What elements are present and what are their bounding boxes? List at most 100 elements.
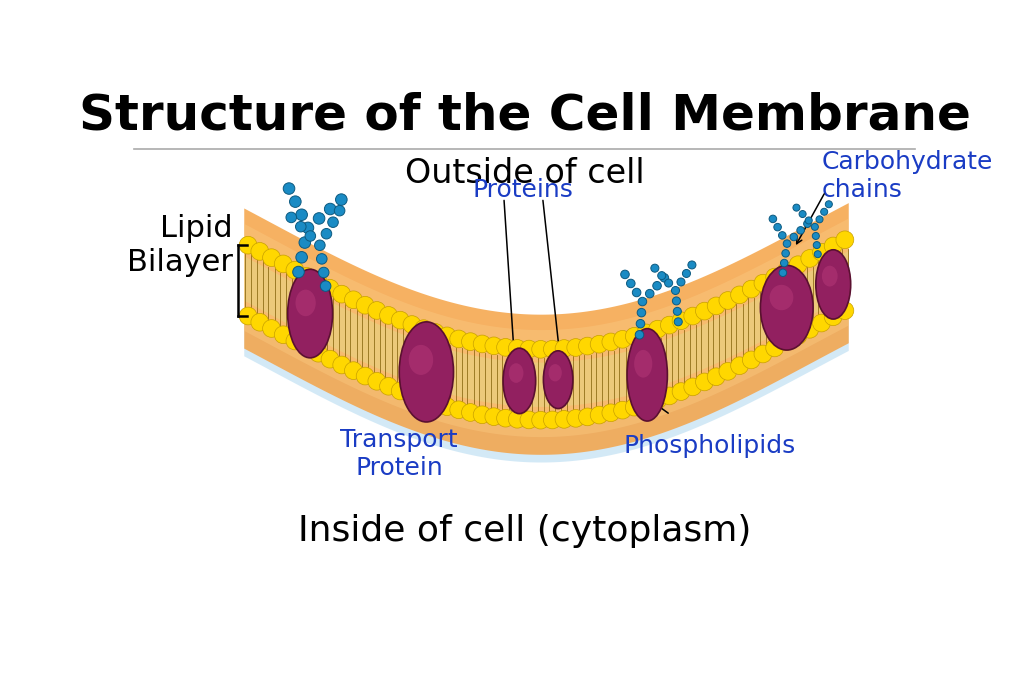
Circle shape	[328, 217, 338, 227]
Circle shape	[286, 261, 304, 279]
Ellipse shape	[549, 364, 562, 382]
Circle shape	[485, 337, 503, 355]
Circle shape	[296, 222, 306, 232]
Circle shape	[426, 395, 444, 412]
Circle shape	[766, 268, 783, 286]
Circle shape	[813, 241, 820, 249]
Circle shape	[626, 327, 643, 345]
Circle shape	[318, 267, 329, 278]
Ellipse shape	[409, 345, 433, 375]
Circle shape	[769, 215, 776, 222]
Circle shape	[783, 240, 791, 247]
Circle shape	[305, 231, 315, 241]
Circle shape	[621, 270, 630, 279]
Ellipse shape	[627, 329, 668, 421]
Circle shape	[344, 291, 362, 308]
Circle shape	[708, 368, 725, 386]
Circle shape	[322, 228, 332, 239]
Circle shape	[673, 297, 680, 305]
Circle shape	[660, 387, 678, 405]
Ellipse shape	[288, 269, 333, 358]
Circle shape	[555, 410, 573, 428]
Circle shape	[778, 232, 786, 239]
Circle shape	[274, 255, 292, 273]
Ellipse shape	[761, 265, 813, 350]
Circle shape	[672, 287, 680, 294]
Ellipse shape	[770, 285, 794, 311]
Circle shape	[780, 259, 788, 267]
Circle shape	[805, 217, 812, 224]
Circle shape	[811, 223, 818, 231]
Circle shape	[415, 391, 432, 408]
Circle shape	[314, 240, 326, 250]
Text: Phospholipids: Phospholipids	[624, 434, 796, 458]
Circle shape	[637, 324, 655, 342]
Circle shape	[793, 204, 800, 211]
Circle shape	[579, 337, 596, 355]
Circle shape	[262, 319, 281, 338]
Circle shape	[602, 404, 620, 422]
Circle shape	[497, 410, 514, 427]
Circle shape	[462, 403, 479, 421]
Circle shape	[695, 302, 714, 320]
Circle shape	[682, 269, 690, 277]
Circle shape	[836, 302, 854, 319]
Circle shape	[688, 261, 696, 269]
Ellipse shape	[399, 322, 454, 422]
Circle shape	[450, 330, 468, 348]
Circle shape	[613, 401, 632, 419]
Circle shape	[779, 269, 786, 277]
Circle shape	[799, 211, 806, 218]
Circle shape	[497, 338, 514, 356]
Circle shape	[322, 351, 339, 368]
Text: Transport
Protein: Transport Protein	[340, 428, 458, 479]
Circle shape	[579, 408, 596, 426]
Circle shape	[531, 412, 550, 429]
Circle shape	[812, 233, 819, 239]
Circle shape	[651, 264, 658, 272]
Circle shape	[333, 285, 350, 303]
Circle shape	[791, 233, 798, 241]
Circle shape	[313, 213, 325, 224]
Circle shape	[333, 356, 350, 374]
Circle shape	[403, 316, 421, 334]
Circle shape	[450, 401, 468, 418]
Circle shape	[657, 272, 666, 279]
Ellipse shape	[296, 290, 315, 316]
Circle shape	[309, 344, 328, 362]
Circle shape	[316, 254, 327, 264]
Circle shape	[520, 411, 538, 428]
Circle shape	[508, 410, 526, 428]
Circle shape	[645, 290, 654, 298]
Text: Carbohydrate
chains: Carbohydrate chains	[821, 150, 993, 202]
Circle shape	[485, 408, 503, 426]
Circle shape	[286, 212, 297, 222]
Circle shape	[380, 378, 397, 395]
Circle shape	[567, 338, 585, 357]
Circle shape	[356, 296, 374, 314]
Circle shape	[797, 226, 805, 234]
Text: Inside of cell (cytoplasm): Inside of cell (cytoplasm)	[298, 514, 752, 548]
Circle shape	[296, 252, 307, 263]
Ellipse shape	[503, 348, 536, 414]
Circle shape	[284, 183, 295, 195]
Text: Proteins: Proteins	[473, 178, 573, 202]
Circle shape	[298, 267, 315, 285]
Circle shape	[742, 351, 760, 369]
Circle shape	[731, 286, 749, 304]
Circle shape	[695, 373, 714, 391]
Circle shape	[438, 398, 456, 416]
Circle shape	[462, 333, 479, 351]
Circle shape	[627, 279, 635, 287]
Circle shape	[473, 335, 492, 353]
Circle shape	[633, 288, 641, 297]
Ellipse shape	[822, 266, 838, 287]
Ellipse shape	[544, 351, 572, 409]
Circle shape	[635, 331, 644, 339]
Polygon shape	[245, 313, 849, 462]
Circle shape	[403, 386, 421, 404]
Circle shape	[813, 243, 830, 261]
Circle shape	[638, 297, 647, 306]
Ellipse shape	[509, 363, 523, 383]
Circle shape	[336, 194, 347, 205]
